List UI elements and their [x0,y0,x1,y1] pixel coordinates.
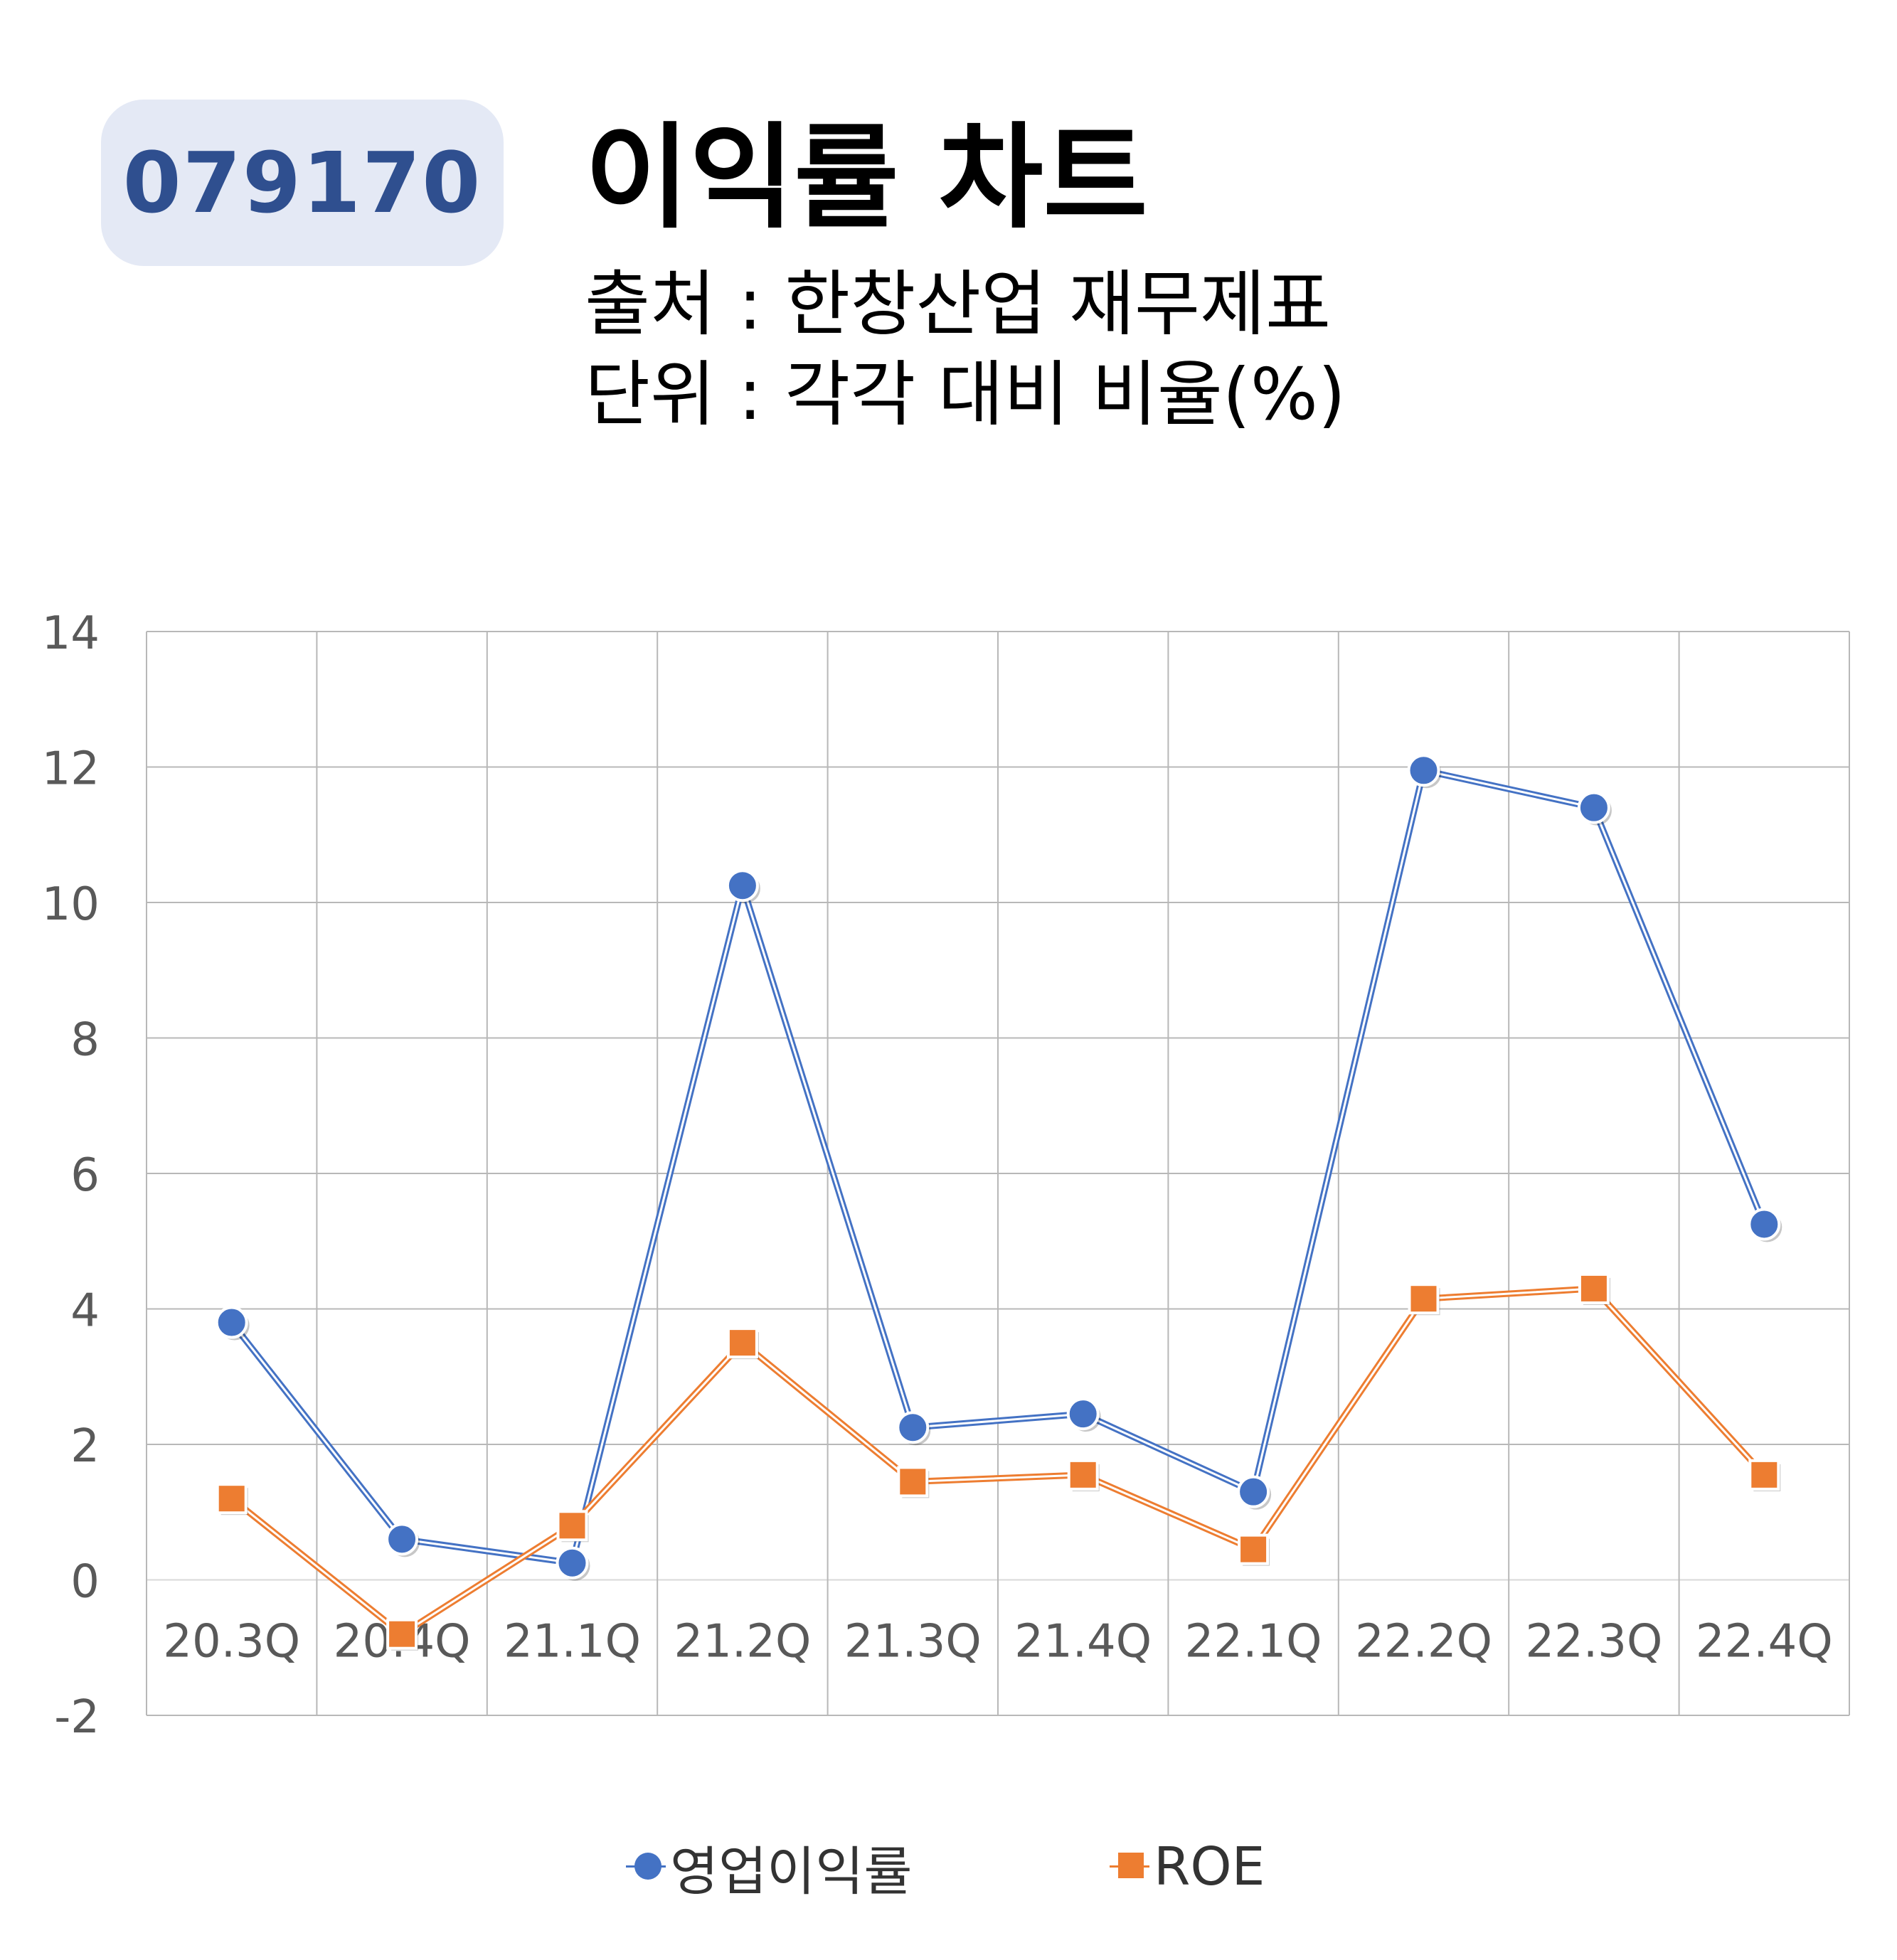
series1-point [1237,1475,1270,1508]
y-tick-label: 8 [70,1014,100,1067]
x-tick-label: 21.2Q [674,1616,811,1668]
series2-point [897,1466,929,1498]
series1-point [386,1523,419,1556]
series1-point [1066,1397,1100,1431]
y-tick-label: 14 [42,607,100,660]
y-tick-label: 6 [70,1149,100,1202]
series1-point [215,1306,248,1339]
series1-point [556,1546,589,1580]
series2-point [1238,1533,1270,1565]
series1-point [1748,1208,1781,1241]
y-tick-label: 10 [42,878,100,931]
series1-point [1577,791,1610,824]
chart-series [215,754,1782,1651]
x-tick-label: 21.4Q [1014,1616,1152,1668]
y-tick-label: -2 [54,1691,100,1744]
legend-item-series1: 영업이익률 [626,1828,912,1906]
x-tick-label: 20.3Q [163,1616,300,1668]
x-tick-label: 22.4Q [1696,1616,1833,1668]
legend-series1-label: 영업이익률 [670,1841,913,1902]
series1-point [726,869,759,902]
series2-point [556,1510,588,1542]
unit-note: 단위 : 각각 대비 비율(%) [585,353,1346,436]
x-tick-label: 21.1Q [504,1616,641,1668]
x-tick-label: 22.3Q [1525,1616,1662,1668]
legend-series2-marker [1110,1853,1149,1881]
chart-title: 이익률 차트 [585,111,1148,244]
series2-point [1067,1459,1099,1491]
x-axis-ticks: 20.3Q20.4Q21.1Q21.2Q21.3Q21.4Q22.1Q22.2Q… [163,1616,1832,1668]
x-tick-label: 22.1Q [1185,1616,1322,1668]
source-note: 출처 : 한창산업 재무제표 [585,262,1332,346]
y-tick-label: 12 [42,743,100,796]
stock-code-badge: 079170 [101,100,504,266]
series2-point [1748,1459,1780,1491]
series-line-highlight-1 [230,769,1765,1565]
legend-series1-marker [626,1853,666,1881]
legend-item-series2: ROE [1110,1828,1265,1906]
x-tick-label: 21.3Q [844,1616,982,1668]
x-tick-label: 22.2Q [1355,1616,1492,1668]
series2-point [726,1327,758,1359]
series2-point [386,1618,418,1650]
series-line-highlight-2 [230,1287,1765,1636]
series2-point [216,1483,248,1515]
series1-point [1407,754,1440,787]
stock-code: 079170 [122,134,482,232]
y-axis-ticks: -2 0 2 4 6 8 10 12 14 [42,607,100,1744]
chart-grid [146,631,1850,1716]
legend-series2-label: ROE [1154,1836,1265,1897]
series2-point [1578,1272,1610,1304]
y-tick-label: 0 [70,1556,100,1609]
y-tick-label: 4 [70,1285,100,1338]
y-tick-label: 2 [70,1420,100,1473]
series1-point [896,1411,930,1444]
series2-point [1408,1283,1440,1315]
